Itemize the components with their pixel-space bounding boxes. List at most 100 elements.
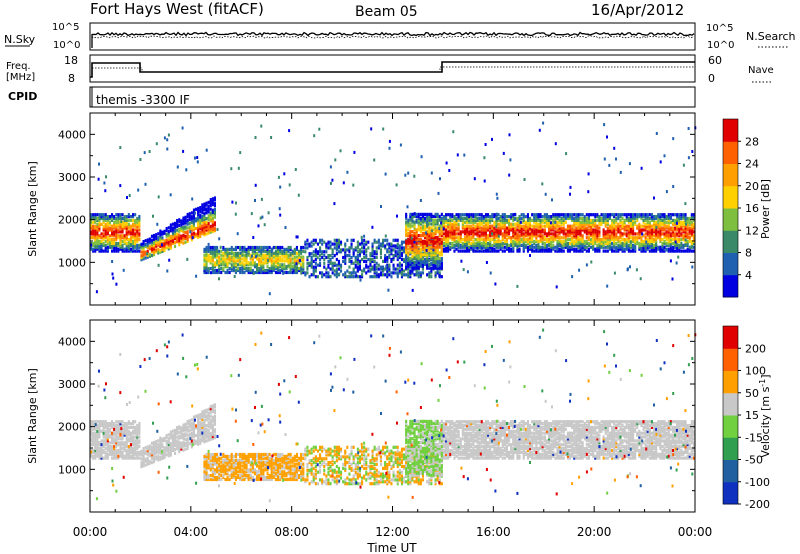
power-cell — [671, 218, 674, 222]
power-cell — [499, 216, 502, 221]
power-cell — [489, 220, 492, 224]
power-cell — [436, 237, 439, 241]
power-cell — [277, 245, 280, 250]
power-cell — [304, 250, 307, 254]
power-cell — [562, 218, 565, 222]
power-cell — [127, 241, 130, 246]
power-cell — [115, 216, 118, 221]
power-cell — [258, 259, 261, 263]
power-cell — [489, 215, 492, 219]
power-cell — [434, 249, 437, 253]
power-cell — [167, 245, 170, 249]
power-cell — [680, 226, 683, 230]
power-cell — [573, 249, 576, 253]
power-cell — [417, 226, 420, 230]
power-cell — [524, 228, 527, 232]
power-cell — [302, 245, 305, 250]
power-cell — [190, 232, 193, 236]
power-cell — [436, 254, 439, 258]
power-cell — [247, 251, 250, 255]
power-cell — [558, 232, 561, 236]
velocity-cell — [136, 443, 139, 447]
power-cell — [581, 249, 584, 253]
power-cell — [230, 245, 233, 250]
power-cell — [682, 243, 685, 247]
power-cell — [615, 245, 618, 249]
power-cell — [182, 220, 185, 224]
power-cell — [550, 215, 553, 219]
power-noise-cell — [255, 255, 257, 259]
power-cell — [556, 245, 559, 249]
power-cell — [163, 247, 166, 251]
power-cell — [638, 247, 641, 251]
power-cell — [111, 249, 114, 253]
velocity-cell — [146, 456, 149, 460]
velocity-cell — [119, 422, 122, 426]
power-noise-cell — [653, 196, 655, 200]
power-cell — [327, 240, 330, 244]
power-cell — [650, 213, 653, 217]
power-cell — [226, 270, 229, 275]
power-cell — [369, 259, 372, 263]
power-cell — [621, 216, 624, 221]
power-cell — [203, 263, 206, 267]
power-cell — [512, 245, 515, 249]
power-cell — [329, 244, 332, 248]
power-cell — [94, 224, 97, 228]
power-cell — [472, 236, 475, 240]
power-cell — [134, 245, 137, 249]
power-cell — [487, 234, 490, 238]
power-cell — [571, 218, 574, 222]
power-cell — [333, 238, 336, 242]
power-cell — [304, 271, 307, 275]
power-cell — [581, 222, 584, 226]
power-cell — [199, 206, 202, 210]
velocity-cell — [138, 422, 141, 426]
power-cell — [239, 261, 242, 265]
power-cell — [554, 226, 557, 230]
power-cell — [602, 239, 605, 244]
power-cell — [667, 230, 670, 234]
power-cell — [125, 236, 128, 240]
power-cell — [426, 253, 429, 257]
power-cell — [277, 257, 280, 261]
power-cell — [556, 243, 559, 247]
power-cell — [604, 216, 607, 221]
power-cell — [180, 223, 183, 227]
power-cell — [176, 228, 179, 232]
power-cell — [434, 212, 437, 216]
power-cell — [560, 228, 563, 232]
power-cell — [159, 229, 162, 233]
power-cell — [400, 252, 403, 256]
power-cell — [463, 228, 466, 232]
power-cell — [516, 218, 519, 222]
power-cell — [176, 240, 179, 244]
power-noise-cell — [603, 157, 606, 161]
power-cell — [249, 270, 252, 275]
power-cell — [209, 211, 212, 215]
power-cell — [598, 245, 601, 249]
power-cell — [379, 250, 382, 254]
power-cell — [178, 229, 181, 233]
power-noise-cell — [629, 240, 632, 244]
power-cell — [537, 222, 540, 226]
power-cell — [213, 227, 216, 231]
power-cell — [405, 251, 408, 255]
power-cell — [163, 243, 166, 247]
power-cell — [512, 224, 515, 228]
power-cell — [669, 232, 672, 236]
power-cell — [113, 222, 116, 226]
power-cell — [659, 218, 662, 222]
power-cell — [688, 230, 691, 234]
power-cell — [270, 255, 273, 259]
colorbar-segment — [723, 274, 738, 298]
power-cell — [268, 249, 271, 253]
power-cell — [447, 218, 450, 222]
velocity-cell — [94, 450, 97, 454]
power-cell — [106, 228, 109, 232]
power-cell — [606, 241, 609, 246]
power-cell — [430, 245, 433, 249]
power-cell — [558, 213, 561, 217]
power-cell — [474, 238, 477, 242]
power-cell — [415, 253, 418, 257]
